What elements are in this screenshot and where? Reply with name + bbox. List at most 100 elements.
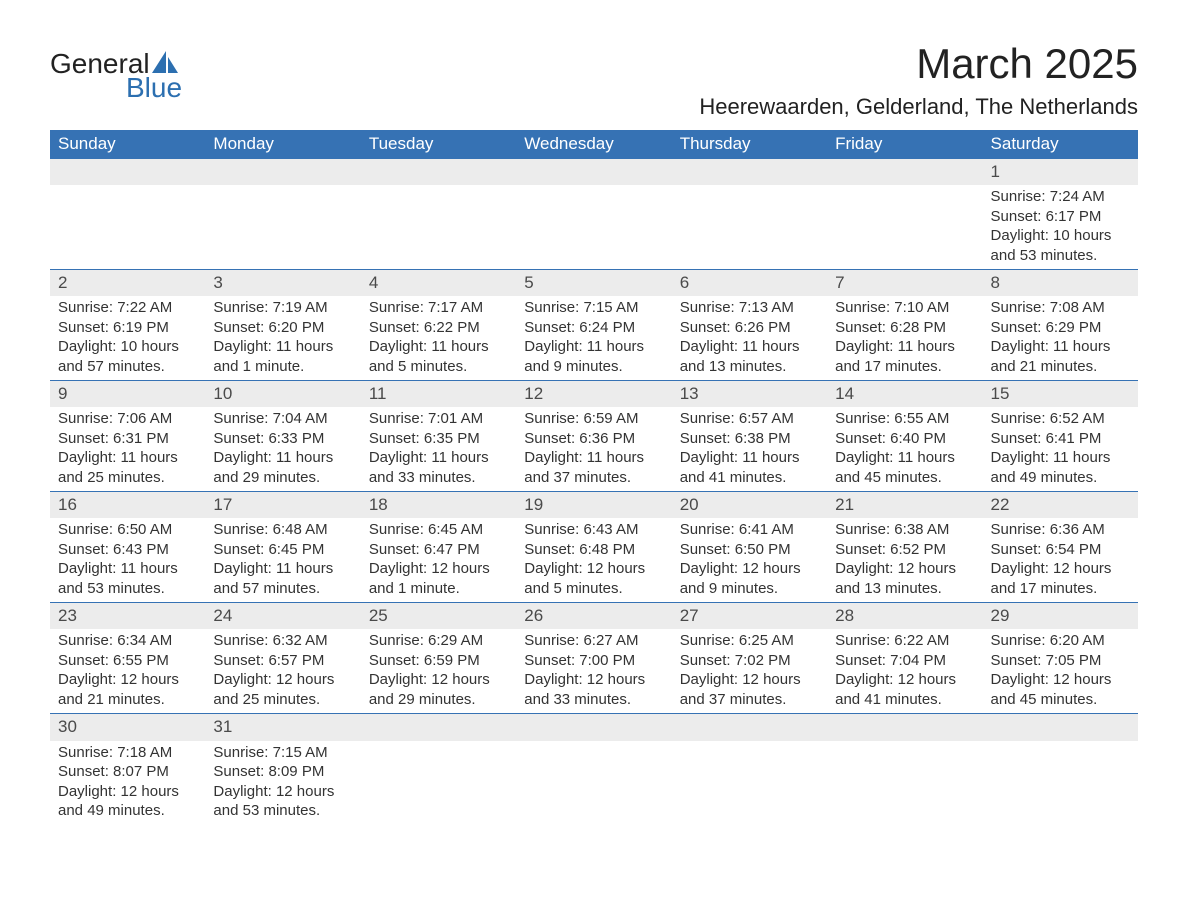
logo: General Blue: [50, 40, 182, 102]
calendar-day: 16Sunrise: 6:50 AMSunset: 6:43 PMDayligh…: [50, 492, 205, 603]
weekday-header: Tuesday: [361, 130, 516, 159]
day-body: [827, 741, 982, 817]
calendar-body: 1Sunrise: 7:24 AMSunset: 6:17 PMDaylight…: [50, 159, 1138, 825]
day-body: Sunrise: 6:59 AMSunset: 6:36 PMDaylight:…: [516, 407, 671, 491]
day-body: Sunrise: 6:27 AMSunset: 7:00 PMDaylight:…: [516, 629, 671, 713]
calendar-day: [827, 714, 982, 825]
sunset-line: Sunset: 6:19 PM: [58, 318, 197, 338]
sunrise-line: Sunrise: 6:55 AM: [835, 409, 974, 429]
sunset-line: Sunset: 6:48 PM: [524, 540, 663, 560]
sunset-line: Sunset: 7:04 PM: [835, 651, 974, 671]
month-title: March 2025: [699, 40, 1138, 88]
day-body: Sunrise: 7:17 AMSunset: 6:22 PMDaylight:…: [361, 296, 516, 380]
sunset-line: Sunset: 6:26 PM: [680, 318, 819, 338]
calendar-table: SundayMondayTuesdayWednesdayThursdayFrid…: [50, 130, 1138, 825]
calendar-day: 12Sunrise: 6:59 AMSunset: 6:36 PMDayligh…: [516, 381, 671, 492]
day-body: Sunrise: 6:36 AMSunset: 6:54 PMDaylight:…: [983, 518, 1138, 602]
calendar-day: [672, 714, 827, 825]
daylight-line: Daylight: 12 hours and 33 minutes.: [524, 670, 663, 709]
day-body: Sunrise: 6:38 AMSunset: 6:52 PMDaylight:…: [827, 518, 982, 602]
day-body: Sunrise: 7:24 AMSunset: 6:17 PMDaylight:…: [983, 185, 1138, 269]
calendar-day: 14Sunrise: 6:55 AMSunset: 6:40 PMDayligh…: [827, 381, 982, 492]
day-number: 23: [50, 603, 205, 629]
daylight-line: Daylight: 12 hours and 13 minutes.: [835, 559, 974, 598]
daylight-line: Daylight: 11 hours and 13 minutes.: [680, 337, 819, 376]
weekday-header: Monday: [205, 130, 360, 159]
sunset-line: Sunset: 7:05 PM: [991, 651, 1130, 671]
day-body: Sunrise: 7:15 AMSunset: 8:09 PMDaylight:…: [205, 741, 360, 825]
sunrise-line: Sunrise: 7:19 AM: [213, 298, 352, 318]
day-body: Sunrise: 6:57 AMSunset: 6:38 PMDaylight:…: [672, 407, 827, 491]
day-number: [672, 159, 827, 185]
sunrise-line: Sunrise: 7:01 AM: [369, 409, 508, 429]
sunset-line: Sunset: 8:07 PM: [58, 762, 197, 782]
day-number: 2: [50, 270, 205, 296]
sunset-line: Sunset: 6:24 PM: [524, 318, 663, 338]
title-block: March 2025 Heerewaarden, Gelderland, The…: [699, 40, 1138, 120]
day-body: Sunrise: 7:13 AMSunset: 6:26 PMDaylight:…: [672, 296, 827, 380]
day-number: [827, 159, 982, 185]
day-number: 21: [827, 492, 982, 518]
day-body: [827, 185, 982, 261]
sunset-line: Sunset: 6:36 PM: [524, 429, 663, 449]
weekday-header: Sunday: [50, 130, 205, 159]
day-number: 16: [50, 492, 205, 518]
day-number: [672, 714, 827, 740]
daylight-line: Daylight: 10 hours and 53 minutes.: [991, 226, 1130, 265]
sunset-line: Sunset: 6:17 PM: [991, 207, 1130, 227]
calendar-day: 25Sunrise: 6:29 AMSunset: 6:59 PMDayligh…: [361, 603, 516, 714]
day-body: Sunrise: 7:15 AMSunset: 6:24 PMDaylight:…: [516, 296, 671, 380]
calendar-day: 20Sunrise: 6:41 AMSunset: 6:50 PMDayligh…: [672, 492, 827, 603]
day-body: Sunrise: 7:22 AMSunset: 6:19 PMDaylight:…: [50, 296, 205, 380]
day-number: 30: [50, 714, 205, 740]
day-number: 26: [516, 603, 671, 629]
sunrise-line: Sunrise: 6:59 AM: [524, 409, 663, 429]
sunrise-line: Sunrise: 7:08 AM: [991, 298, 1130, 318]
day-number: 1: [983, 159, 1138, 185]
calendar-week: 1Sunrise: 7:24 AMSunset: 6:17 PMDaylight…: [50, 159, 1138, 270]
sunrise-line: Sunrise: 6:22 AM: [835, 631, 974, 651]
daylight-line: Daylight: 11 hours and 41 minutes.: [680, 448, 819, 487]
sunset-line: Sunset: 6:59 PM: [369, 651, 508, 671]
day-body: Sunrise: 6:25 AMSunset: 7:02 PMDaylight:…: [672, 629, 827, 713]
sunset-line: Sunset: 6:41 PM: [991, 429, 1130, 449]
calendar-day: [672, 159, 827, 270]
daylight-line: Daylight: 10 hours and 57 minutes.: [58, 337, 197, 376]
day-body: Sunrise: 6:52 AMSunset: 6:41 PMDaylight:…: [983, 407, 1138, 491]
daylight-line: Daylight: 11 hours and 17 minutes.: [835, 337, 974, 376]
sunrise-line: Sunrise: 7:06 AM: [58, 409, 197, 429]
calendar-day: [205, 159, 360, 270]
day-number: 27: [672, 603, 827, 629]
sunrise-line: Sunrise: 7:18 AM: [58, 743, 197, 763]
calendar-day: 9Sunrise: 7:06 AMSunset: 6:31 PMDaylight…: [50, 381, 205, 492]
sunset-line: Sunset: 6:55 PM: [58, 651, 197, 671]
calendar-week: 23Sunrise: 6:34 AMSunset: 6:55 PMDayligh…: [50, 603, 1138, 714]
logo-word-blue: Blue: [126, 74, 182, 102]
day-number: [516, 159, 671, 185]
weekday-header: Thursday: [672, 130, 827, 159]
sunset-line: Sunset: 6:33 PM: [213, 429, 352, 449]
day-number: 3: [205, 270, 360, 296]
day-body: Sunrise: 6:43 AMSunset: 6:48 PMDaylight:…: [516, 518, 671, 602]
calendar-day: 26Sunrise: 6:27 AMSunset: 7:00 PMDayligh…: [516, 603, 671, 714]
sunrise-line: Sunrise: 7:04 AM: [213, 409, 352, 429]
day-body: Sunrise: 7:01 AMSunset: 6:35 PMDaylight:…: [361, 407, 516, 491]
day-number: 18: [361, 492, 516, 518]
sunrise-line: Sunrise: 7:13 AM: [680, 298, 819, 318]
day-body: [672, 741, 827, 817]
daylight-line: Daylight: 12 hours and 17 minutes.: [991, 559, 1130, 598]
calendar-week: 30Sunrise: 7:18 AMSunset: 8:07 PMDayligh…: [50, 714, 1138, 825]
sunset-line: Sunset: 6:40 PM: [835, 429, 974, 449]
day-body: Sunrise: 7:19 AMSunset: 6:20 PMDaylight:…: [205, 296, 360, 380]
sunset-line: Sunset: 6:57 PM: [213, 651, 352, 671]
sunrise-line: Sunrise: 6:52 AM: [991, 409, 1130, 429]
sunset-line: Sunset: 6:43 PM: [58, 540, 197, 560]
day-number: [361, 159, 516, 185]
day-body: [516, 741, 671, 817]
daylight-line: Daylight: 11 hours and 25 minutes.: [58, 448, 197, 487]
daylight-line: Daylight: 12 hours and 41 minutes.: [835, 670, 974, 709]
sunrise-line: Sunrise: 6:29 AM: [369, 631, 508, 651]
day-number: [983, 714, 1138, 740]
day-body: Sunrise: 7:04 AMSunset: 6:33 PMDaylight:…: [205, 407, 360, 491]
day-number: 9: [50, 381, 205, 407]
